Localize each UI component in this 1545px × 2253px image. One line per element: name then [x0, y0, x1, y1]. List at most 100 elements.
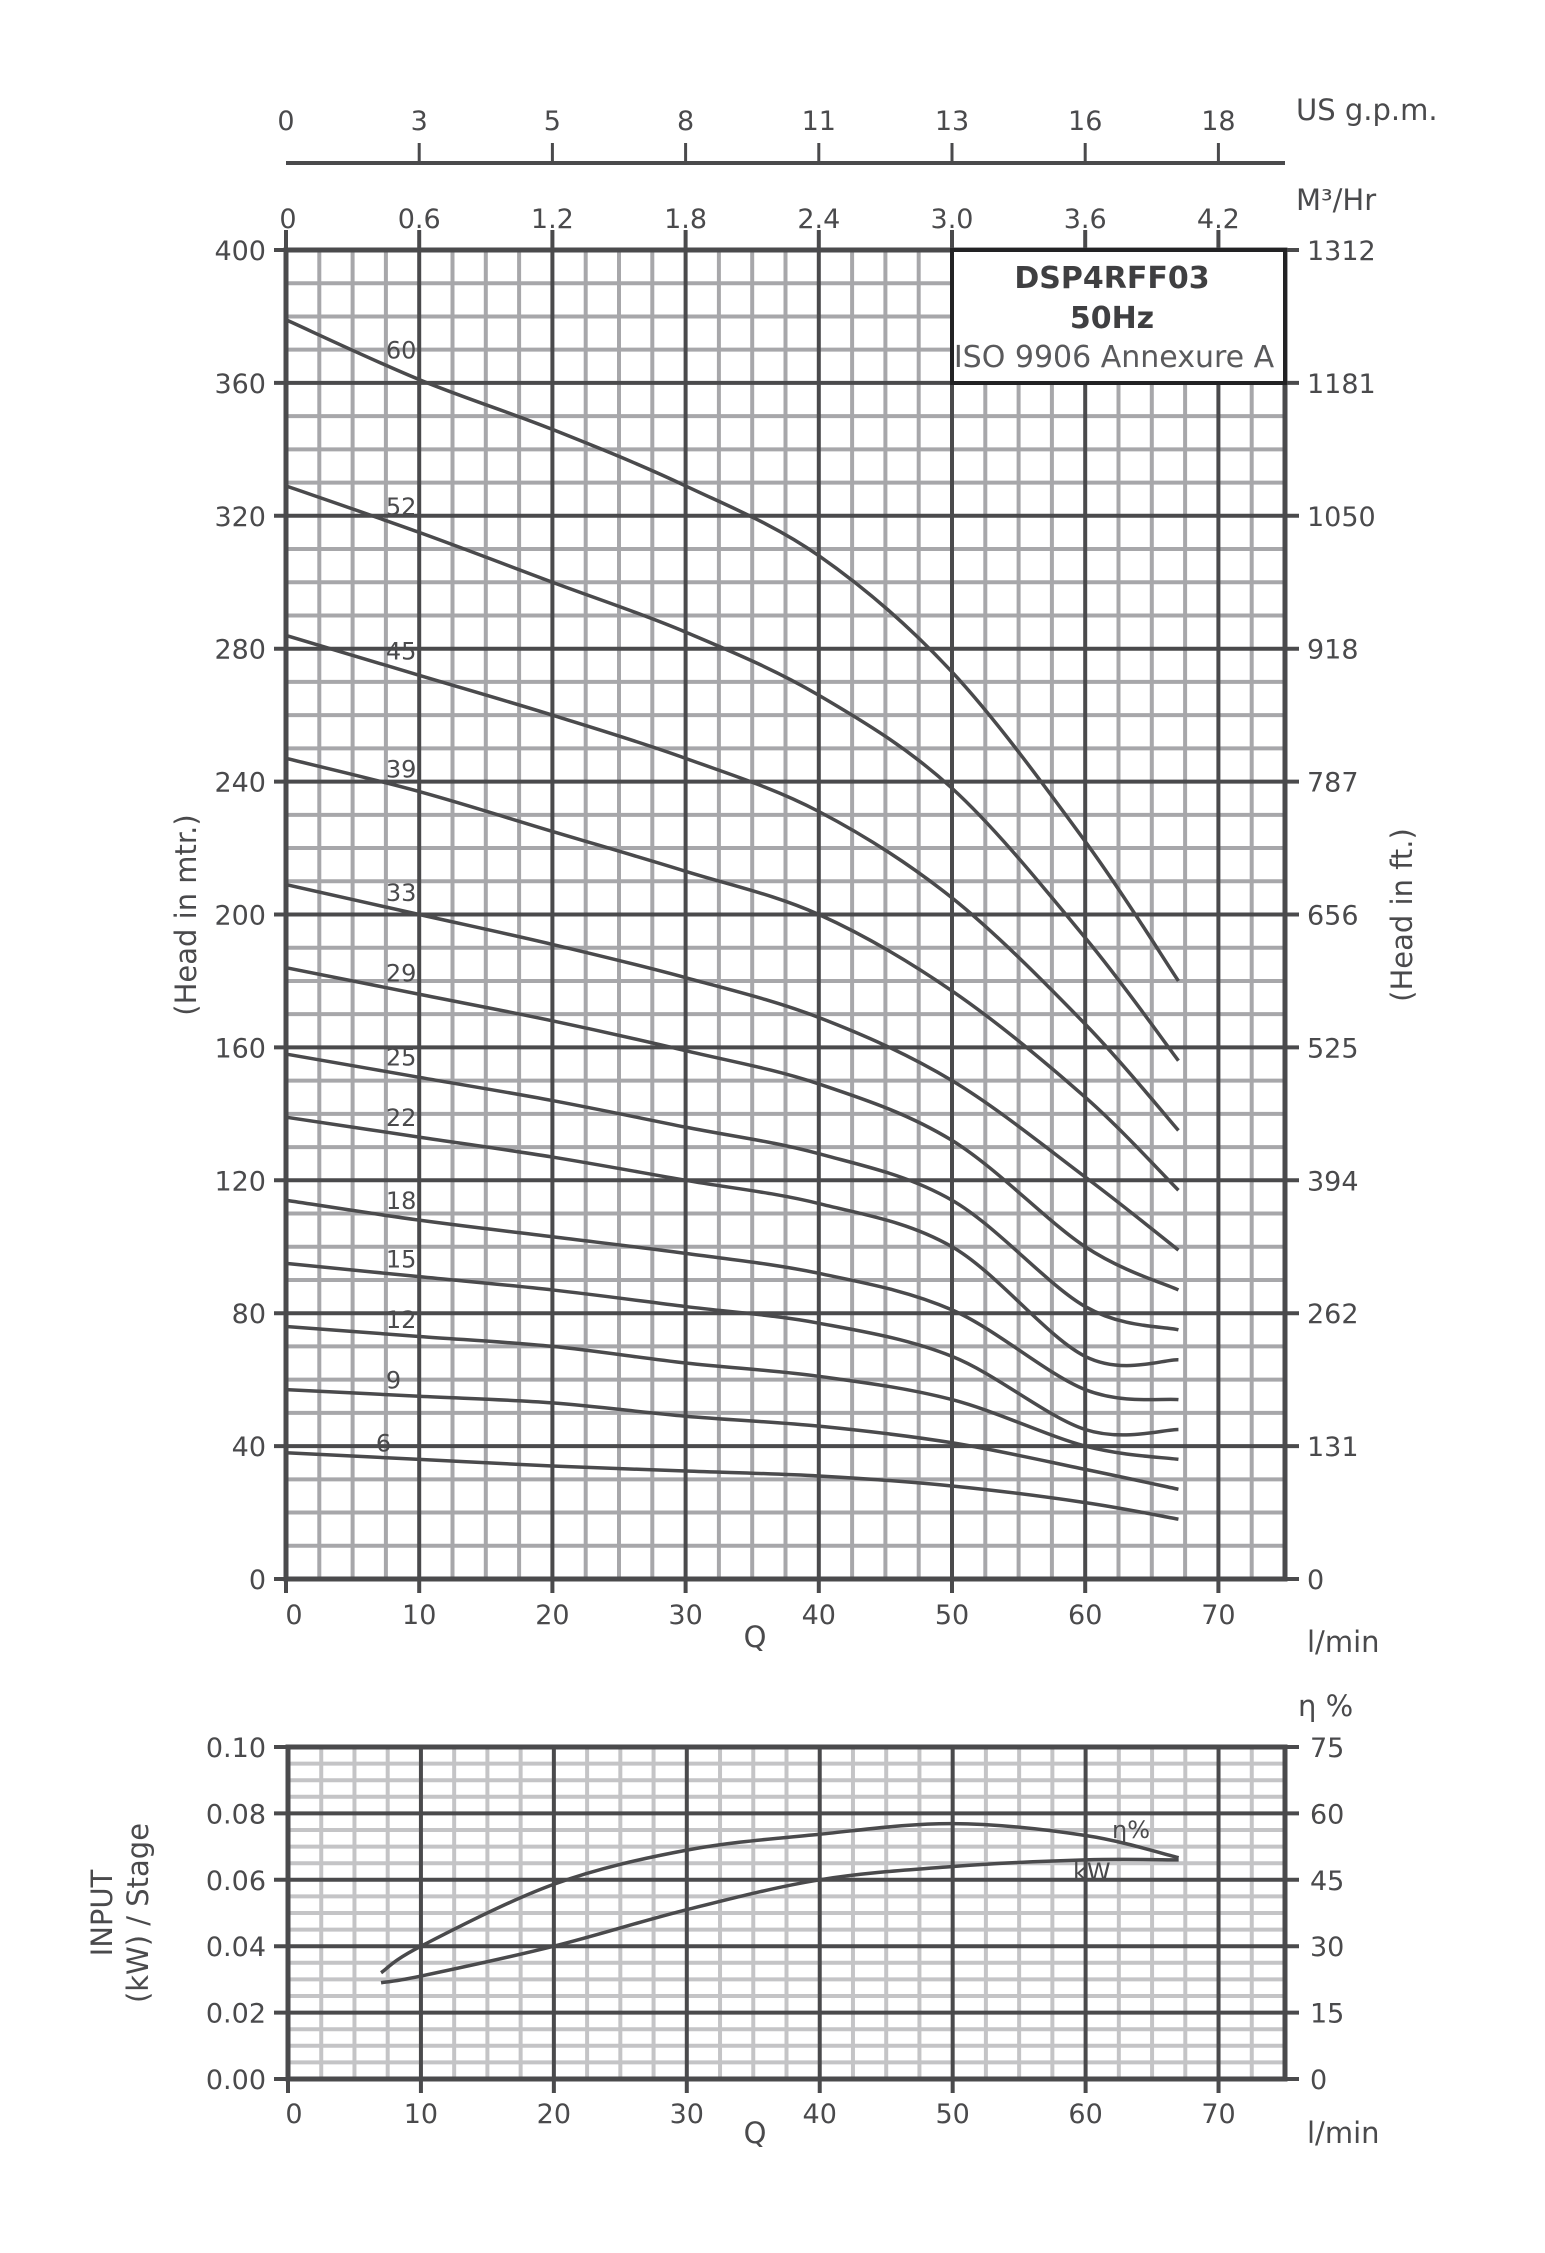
head-ft-axis-title: (Head in ft.): [1385, 828, 1419, 1002]
y-right-tick-label: 1181: [1307, 369, 1376, 400]
x-tick-label: 60: [1068, 1600, 1102, 1631]
usgpm-unit-label: US g.p.m.: [1296, 93, 1438, 127]
m3hr-unit-label: M³/Hr: [1296, 183, 1376, 217]
power-curve: [380, 1857, 1179, 1985]
usgpm-tick-label: 18: [1201, 106, 1235, 137]
kw-tick-label: 0.06: [206, 1866, 266, 1897]
x-tick-label: 70: [1201, 2099, 1235, 2130]
y-right-tick-label: 525: [1307, 1033, 1359, 1064]
usgpm-tick-label: 3: [411, 106, 428, 137]
eta-tick-label: 30: [1310, 1932, 1344, 1963]
efficiency-curve: [380, 1821, 1180, 1975]
lpm-unit-label-bottom: l/min: [1307, 2116, 1380, 2150]
kw-curve-label: kW: [1073, 1858, 1111, 1886]
x-tick-label: 0: [285, 1600, 302, 1631]
x-tick-label: 70: [1201, 1600, 1235, 1631]
head-curve-stage-60: [285, 318, 1180, 982]
x-tick-label: 20: [535, 1600, 569, 1631]
eta-tick-label: 60: [1310, 1799, 1344, 1830]
q-axis-label: Q: [744, 1620, 767, 1654]
y-tick-label: 0: [249, 1565, 266, 1596]
m3hr-tick-label: 1.2: [531, 204, 574, 235]
stage-label: 45: [386, 637, 417, 665]
y-tick-label: 120: [214, 1166, 266, 1197]
usgpm-tick-label: 8: [677, 106, 694, 137]
y-tick-label: 40: [232, 1432, 266, 1463]
stage-label: 29: [386, 960, 417, 988]
eta-tick-label: 0: [1310, 2065, 1327, 2096]
kw-tick-label: 0.02: [206, 1999, 266, 2030]
input-axis-title-2: (kW) / Stage: [121, 1823, 155, 2003]
x-tick-label: 60: [1068, 2099, 1102, 2130]
stage-label: 25: [386, 1043, 417, 1071]
head-curves: 60 52 45 39 33 29 25 22 18 15 12 9 6: [285, 318, 1180, 1521]
head-m-axis-title: (Head in mtr.): [169, 814, 203, 1015]
x-tick-label: 40: [802, 1600, 836, 1631]
m3hr-tick-label: 4.2: [1197, 204, 1240, 235]
y-right-tick-label: 394: [1307, 1166, 1359, 1197]
stage-label: 15: [386, 1245, 417, 1273]
head-curve-stage-18: [285, 1198, 1179, 1402]
x-tick-label: 40: [803, 2099, 837, 2130]
head-curve-stage-15: [285, 1261, 1179, 1437]
x-tick-label: 10: [404, 2099, 438, 2130]
x-tick-label: 30: [670, 2099, 704, 2130]
kw-tick-label: 0.08: [206, 1799, 266, 1830]
head-curve-stage-9: [285, 1387, 1179, 1492]
power-efficiency-curves: [380, 1821, 1180, 1985]
head-curve-stage-25: [285, 1052, 1179, 1332]
power-chart-axes: 0 10 20 30 40 50 60 70 0.00 0.02 0.04 0.06 0.08 0.10 0…: [206, 1733, 1344, 2130]
eta-tick-label: 15: [1310, 1999, 1344, 2030]
y-right-tick-label: 787: [1307, 768, 1359, 799]
head-chart-grid: [274, 230, 1299, 1593]
y-right-tick-label: 131: [1307, 1432, 1359, 1463]
y-right-tick-label: 1050: [1307, 502, 1376, 533]
y-tick-label: 280: [214, 635, 266, 666]
y-tick-label: 360: [214, 369, 266, 400]
stage-label: 60: [386, 337, 417, 365]
usgpm-tick-label: 13: [935, 106, 969, 137]
model-info-box: DSP4RFF03 50Hz ISO 9906 Annexure A: [950, 248, 1287, 385]
m3hr-tick-label: 0: [279, 204, 296, 235]
y-tick-label: 80: [232, 1299, 266, 1330]
stage-label: 33: [386, 879, 417, 907]
q-axis-label-bottom: Q: [744, 2116, 767, 2150]
stage-label: 9: [386, 1367, 401, 1395]
y-tick-label: 320: [214, 502, 266, 533]
x-tick-label: 30: [668, 1600, 702, 1631]
head-curve-stage-45: [285, 633, 1180, 1132]
eta-tick-label: 75: [1310, 1733, 1344, 1764]
usgpm-tick-label: 11: [802, 106, 836, 137]
lpm-unit-label: l/min: [1307, 1625, 1380, 1659]
eta-tick-label: 45: [1310, 1866, 1344, 1897]
usgpm-tick-label: 16: [1068, 106, 1102, 137]
head-curve-stage-6: [285, 1450, 1179, 1521]
stage-label: 52: [386, 493, 417, 521]
stage-label: 18: [386, 1187, 417, 1215]
x-tick-label: 50: [935, 2099, 969, 2130]
stage-label: 39: [386, 755, 417, 783]
m3hr-tick-label: 1.8: [664, 204, 707, 235]
eta-unit-label: η %: [1298, 1689, 1353, 1723]
m3hr-tick-label: 2.4: [797, 204, 840, 235]
y-right-tick-label: 656: [1307, 901, 1359, 932]
x-tick-label: 10: [402, 1600, 436, 1631]
y-right-tick-label: 1312: [1307, 236, 1376, 267]
standard-label: ISO 9906 Annexure A: [954, 340, 1275, 375]
m3hr-tick-label: 3.6: [1064, 204, 1107, 235]
usgpm-tick-label: 5: [544, 106, 561, 137]
head-curve-stage-12: [285, 1324, 1179, 1462]
head-chart-axes: 0 10 20 30 40 50 60 700408012016020024028032036…: [214, 106, 1375, 1631]
y-right-tick-label: 918: [1307, 635, 1359, 666]
stage-label: 22: [386, 1104, 417, 1132]
m3hr-tick-label: 3.0: [931, 204, 974, 235]
m3hr-tick-label: 0.6: [398, 204, 441, 235]
x-tick-label: 50: [935, 1600, 969, 1631]
y-right-tick-label: 262: [1307, 1299, 1359, 1330]
model-name: DSP4RFF03: [1014, 261, 1209, 296]
usgpm-tick-label: 0: [277, 106, 294, 137]
stage-label: 6: [376, 1430, 391, 1458]
eta-curve-label: η%: [1112, 1816, 1150, 1844]
power-chart-grid: [274, 1744, 1299, 2093]
head-curve-stage-33: [285, 882, 1180, 1252]
